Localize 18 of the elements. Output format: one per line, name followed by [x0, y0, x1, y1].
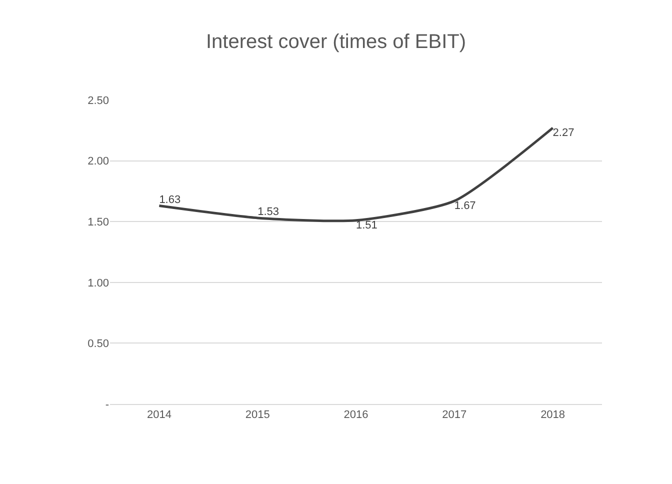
y-tick-label: 1.00: [88, 277, 109, 290]
y-tick-label: 1.50: [88, 216, 109, 228]
x-tick-label: 2014: [146, 409, 172, 422]
y-tick-label: 2.00: [88, 156, 109, 168]
x-tick-label: 2016: [344, 409, 368, 422]
line-series: [158, 126, 554, 222]
data-label: 1.53: [258, 206, 280, 218]
y-tick-label: -: [105, 398, 110, 411]
y-tick-label: 0.50: [88, 338, 109, 350]
data-label: 2.27: [552, 127, 574, 140]
data-label: 1.51: [356, 220, 378, 232]
data-label: 1.67: [454, 200, 476, 212]
x-tick-label: 2018: [540, 409, 566, 422]
chart-title: Interest cover (times of EBIT): [206, 30, 466, 53]
x-tick-label: 2015: [245, 409, 270, 422]
data-label: 1.63: [159, 194, 181, 206]
y-tick-label: 2.50: [88, 94, 109, 107]
x-tick-label: 2017: [442, 409, 467, 422]
